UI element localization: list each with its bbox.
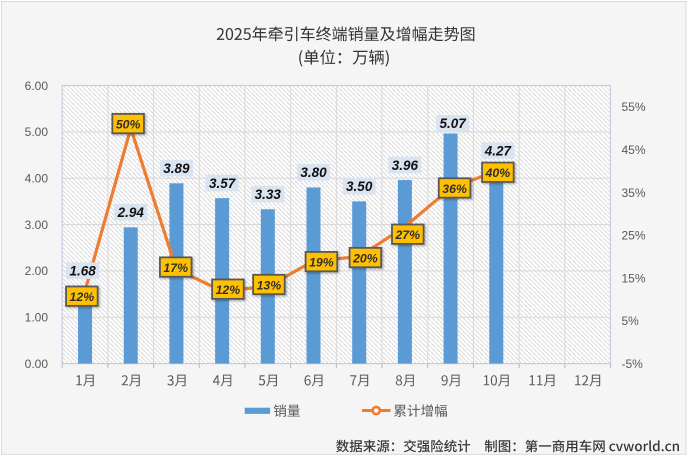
svg-text:3.00: 3.00 bbox=[25, 218, 49, 232]
svg-text:20%: 20% bbox=[352, 251, 378, 265]
svg-text:6.00: 6.00 bbox=[25, 79, 49, 93]
svg-text:5.07: 5.07 bbox=[440, 116, 468, 131]
svg-text:13%: 13% bbox=[257, 278, 282, 292]
svg-text:5.00: 5.00 bbox=[25, 125, 49, 139]
svg-text:25%: 25% bbox=[622, 229, 646, 243]
svg-text:3.96: 3.96 bbox=[392, 158, 419, 173]
svg-text:0.00: 0.00 bbox=[25, 357, 49, 371]
svg-text:1.00: 1.00 bbox=[25, 311, 49, 325]
svg-text:17%: 17% bbox=[163, 261, 188, 275]
svg-text:2.00: 2.00 bbox=[25, 264, 49, 278]
svg-text:3.89: 3.89 bbox=[163, 161, 190, 176]
svg-text:15%: 15% bbox=[622, 271, 646, 285]
svg-text:2.94: 2.94 bbox=[117, 205, 145, 220]
svg-text:40%: 40% bbox=[485, 166, 511, 180]
svg-text:12%: 12% bbox=[216, 283, 241, 297]
svg-text:4.27: 4.27 bbox=[484, 143, 513, 158]
svg-text:45%: 45% bbox=[622, 143, 646, 157]
svg-text:5%: 5% bbox=[622, 314, 640, 328]
svg-text:36%: 36% bbox=[442, 182, 467, 196]
svg-text:1.68: 1.68 bbox=[70, 263, 97, 278]
svg-text:3.57: 3.57 bbox=[209, 176, 237, 191]
svg-text:3.80: 3.80 bbox=[300, 165, 327, 180]
svg-text:12%: 12% bbox=[70, 290, 95, 304]
svg-text:-5%: -5% bbox=[622, 357, 644, 371]
svg-text:50%: 50% bbox=[116, 117, 141, 131]
svg-text:19%: 19% bbox=[309, 255, 334, 269]
svg-text:3.50: 3.50 bbox=[346, 179, 373, 194]
svg-text:35%: 35% bbox=[622, 186, 646, 200]
svg-text:55%: 55% bbox=[622, 100, 646, 114]
svg-text:27%: 27% bbox=[394, 228, 420, 242]
svg-text:4.00: 4.00 bbox=[25, 172, 49, 186]
svg-text:3.33: 3.33 bbox=[255, 187, 282, 202]
